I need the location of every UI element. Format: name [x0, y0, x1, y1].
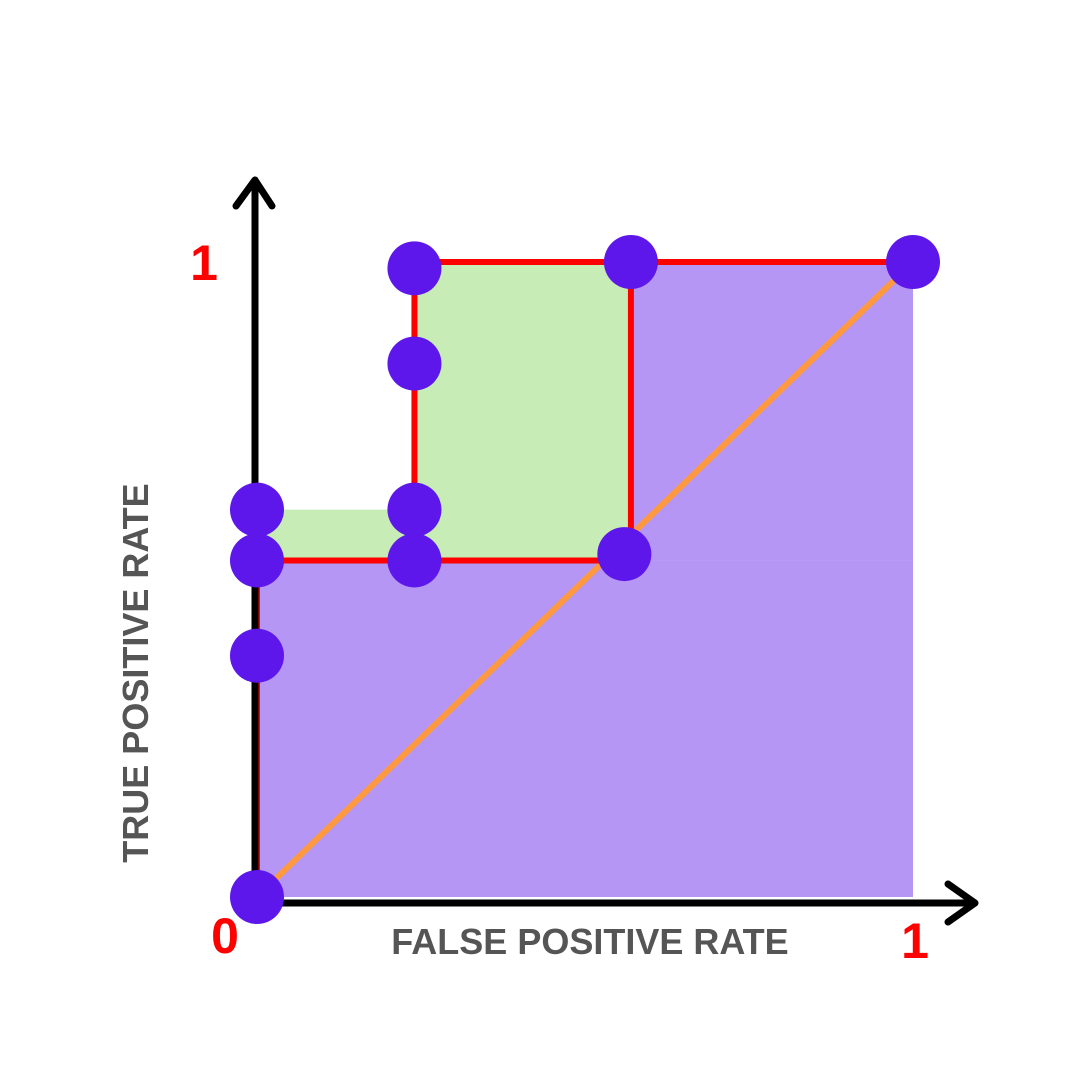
diagonal-reference-line: [254, 259, 916, 900]
roc-point-8: [603, 235, 658, 289]
roc-point-7: [387, 241, 442, 296]
roc-point-3: [230, 482, 284, 537]
x-axis-title: FALSE POSITIVE RATE: [391, 921, 788, 962]
roc-point-5: [387, 482, 442, 537]
auc-difference-region-2: [257, 509, 415, 561]
roc-point-9: [597, 527, 652, 582]
chart-labels: 0 1 1 FALSE POSITIVE RATE TRUE POSITIVE …: [115, 235, 929, 969]
x-max-tick-label: 1: [901, 913, 929, 969]
auc-difference-region-3: [414, 262, 631, 561]
y-axis-title: TRUE POSITIVE RATE: [115, 483, 156, 862]
auc-base-region-0: [257, 560, 913, 897]
diagonal-layer: [254, 259, 916, 900]
roc-point-4: [387, 533, 442, 588]
x-origin-tick-label: 0: [211, 908, 239, 964]
roc-point-1: [230, 628, 284, 683]
auc-regions: [257, 262, 913, 897]
roc-point-6: [387, 336, 442, 391]
roc-points: [230, 235, 940, 924]
y-max-tick-label: 1: [190, 235, 218, 291]
auc-base-region-1: [630, 262, 913, 561]
y-axis-arrowhead: [232, 176, 276, 210]
x-axis-arrowhead: [944, 880, 979, 926]
roc-point-0: [230, 870, 284, 924]
roc-point-10: [886, 235, 940, 289]
roc-point-2: [230, 533, 284, 588]
